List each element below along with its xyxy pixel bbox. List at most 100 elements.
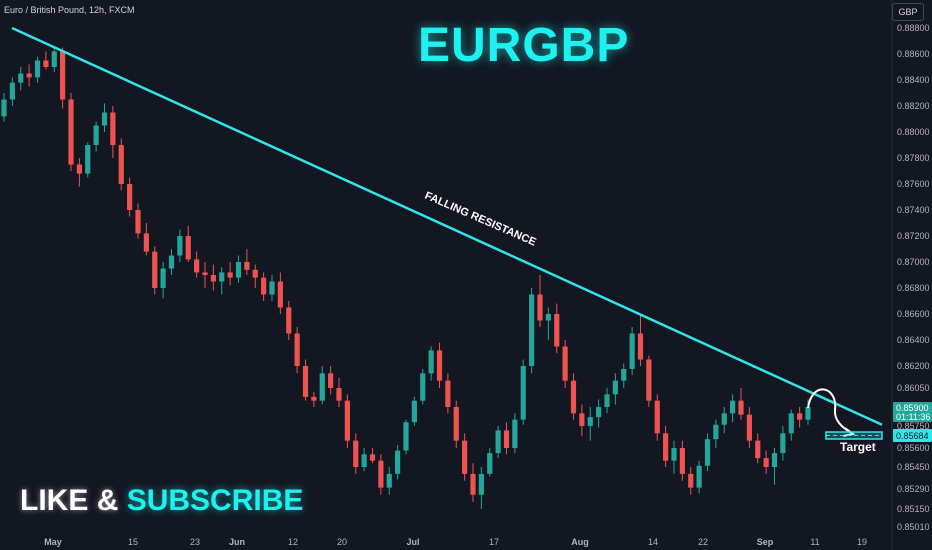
- time-tick-label: 19: [857, 537, 867, 547]
- candle-body: [34, 60, 41, 78]
- price-tick-label: 0.88400: [897, 75, 930, 85]
- candle-body: [152, 251, 158, 288]
- time-tick-label: Aug: [571, 537, 589, 547]
- target-price-tag: [893, 429, 932, 442]
- falling-resistance-trendline[interactable]: [11, 26, 883, 426]
- price-tick-label: 0.88200: [897, 101, 930, 111]
- candle-body: [286, 307, 292, 334]
- candle-body: [646, 359, 652, 401]
- candle-body: [252, 269, 258, 278]
- candle-body: [93, 125, 99, 145]
- candle-body: [369, 454, 376, 461]
- candle-body: [671, 448, 677, 461]
- candle-body: [529, 294, 535, 366]
- candle-body: [353, 440, 359, 467]
- candle-body: [403, 422, 409, 451]
- price-tick-label: 0.85010: [897, 522, 930, 532]
- arrow-head-icon: [842, 427, 856, 437]
- candle-body: [771, 453, 778, 467]
- candle-body: [361, 454, 367, 467]
- candle-body: [420, 373, 426, 401]
- candle-body: [604, 394, 610, 407]
- price-tick-label: 0.85290: [897, 484, 930, 494]
- candle-body: [587, 417, 593, 426]
- candle-body: [110, 112, 116, 145]
- price-tick-label: 0.87400: [897, 205, 930, 215]
- candle-body: [194, 259, 200, 273]
- candle-body: [503, 430, 510, 448]
- candle-body: [185, 236, 191, 260]
- candle-body: [227, 272, 233, 278]
- price-tick-label: 0.85150: [897, 504, 930, 514]
- time-tick-label: 12: [288, 537, 298, 547]
- candle-body: [713, 424, 719, 440]
- price-tick-label: 0.86600: [897, 309, 930, 319]
- candle-body: [654, 400, 660, 434]
- time-tick-label: Jul: [406, 537, 419, 547]
- time-tick-label: 22: [698, 537, 708, 547]
- candles-layer: [1, 46, 811, 509]
- candle-body: [545, 314, 551, 321]
- candle-body: [512, 419, 518, 448]
- price-tick-label: 0.85750: [897, 421, 930, 431]
- candle-body: [168, 255, 175, 269]
- last-price-value: 0.85900: [896, 403, 929, 413]
- candle-body: [294, 333, 300, 366]
- price-tick-label: 0.87800: [897, 153, 930, 163]
- candle-body: [261, 277, 267, 295]
- candle-body: [562, 346, 568, 381]
- countdown-value: 01:11:36: [896, 412, 930, 422]
- candle-body: [688, 473, 694, 488]
- candle-body: [612, 380, 618, 395]
- candle-body: [696, 465, 702, 488]
- candle-body: [596, 407, 602, 418]
- candle-body: [738, 400, 744, 415]
- candle-body: [219, 272, 225, 282]
- price-tick-label: 0.88600: [897, 49, 930, 59]
- candle-body: [721, 413, 727, 425]
- candle-body: [210, 275, 216, 282]
- like-text: LIKE: [20, 484, 89, 517]
- price-tick-label: 0.86400: [897, 335, 930, 345]
- candle-body: [1, 99, 7, 117]
- candle-body: [805, 407, 811, 420]
- candle-body: [730, 400, 736, 414]
- time-tick-label: May: [44, 537, 62, 547]
- price-axis[interactable]: 0.88800 0.88600 0.88400 0.88200 0.88000 0.878…: [897, 23, 930, 532]
- candle-body: [319, 373, 325, 401]
- candle-body: [244, 262, 250, 270]
- currency-button[interactable]: GBP: [892, 3, 924, 21]
- candle-body: [85, 145, 91, 174]
- price-tick-label: 0.88800: [897, 23, 930, 33]
- candle-body: [797, 413, 803, 420]
- subscribe-text: SUBSCRIBE: [126, 484, 304, 517]
- time-tick-label: Sep: [757, 537, 774, 547]
- candle-body: [470, 473, 476, 495]
- target-label: Target: [840, 440, 876, 454]
- candle-body: [386, 473, 392, 488]
- candle-body: [311, 396, 317, 401]
- price-tick-label: 0.86800: [897, 283, 930, 293]
- candle-body: [277, 281, 283, 308]
- price-tick-label: 0.88000: [897, 127, 930, 137]
- candle-body: [76, 164, 82, 174]
- time-tick-label: Jun: [229, 537, 245, 547]
- candle-body: [160, 268, 166, 288]
- candle-body: [621, 368, 627, 381]
- candle-body: [637, 333, 644, 360]
- candle-body: [18, 73, 24, 83]
- time-axis[interactable]: May 15 23 Jun 12 20 Jul 17 Aug 14 22 Sep 11 19: [44, 537, 867, 547]
- price-tick-label: 0.86200: [897, 361, 930, 371]
- candle-body: [336, 388, 342, 401]
- target-price-value: 0.85684: [896, 431, 929, 441]
- candle-body: [453, 407, 459, 441]
- price-tick-label: 0.85600: [897, 443, 930, 453]
- price-tick-label: 0.87600: [897, 179, 930, 189]
- candle-body: [462, 440, 468, 474]
- candle-body: [629, 333, 635, 369]
- candle-body: [344, 400, 350, 441]
- candle-body: [780, 433, 786, 454]
- candle-body: [746, 414, 752, 441]
- candle-body: [302, 366, 309, 397]
